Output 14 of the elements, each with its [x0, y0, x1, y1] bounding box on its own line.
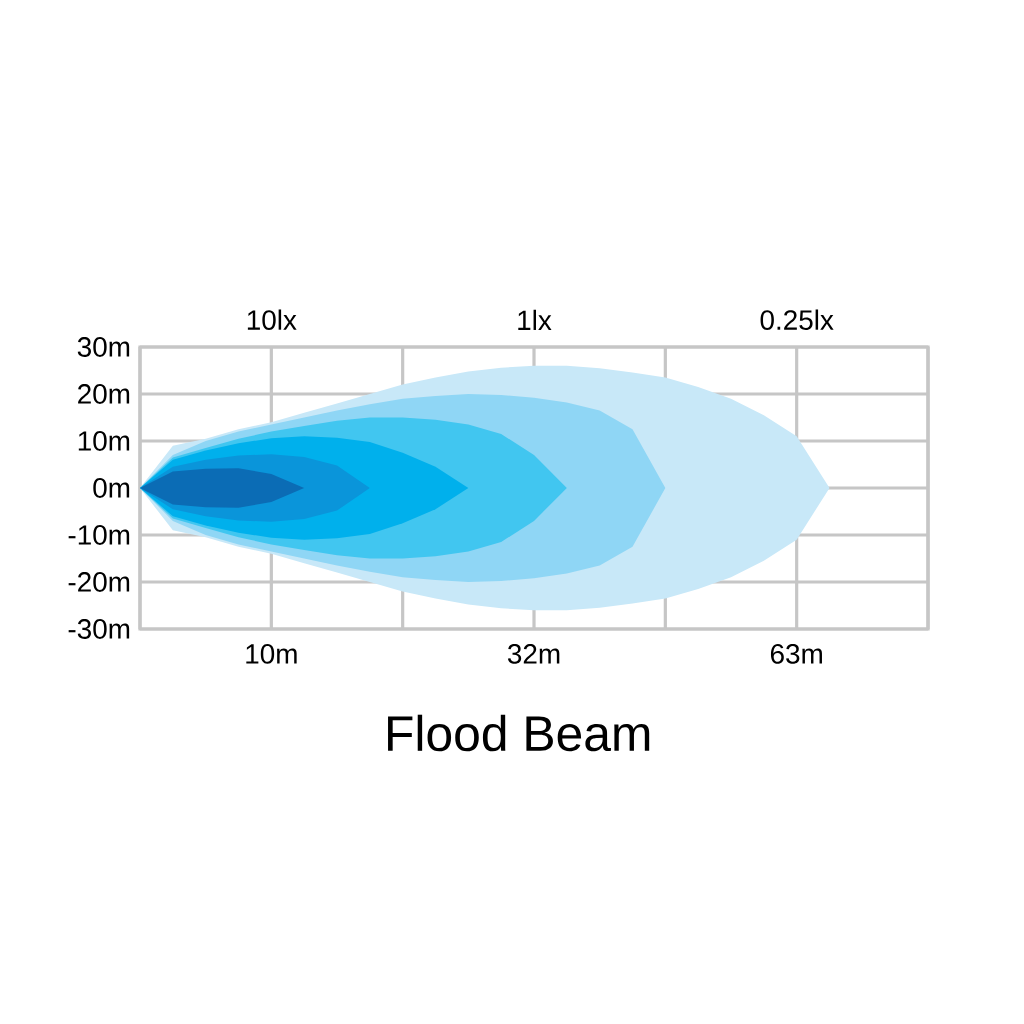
- x-tick-label: 63m: [770, 644, 822, 664]
- x-tick-label: 32m: [507, 644, 560, 664]
- y-tick-label: 30m: [77, 337, 130, 357]
- y-tick-label: 10m: [78, 431, 130, 451]
- y-tick-label: -30m: [68, 619, 130, 639]
- y-tick-label: 20m: [78, 384, 130, 404]
- y-tick-label: 0m: [93, 478, 130, 498]
- y-tick-label: -20m: [68, 572, 130, 592]
- text: 10lx: [247, 309, 297, 330]
- y-tick-label: -10m: [68, 525, 130, 545]
- text: 1lx: [518, 309, 552, 330]
- x-tick-label: 10m: [246, 644, 297, 664]
- x-axis-title: Flood Beam: [388, 714, 650, 752]
- text: 0.25lx: [760, 309, 834, 330]
